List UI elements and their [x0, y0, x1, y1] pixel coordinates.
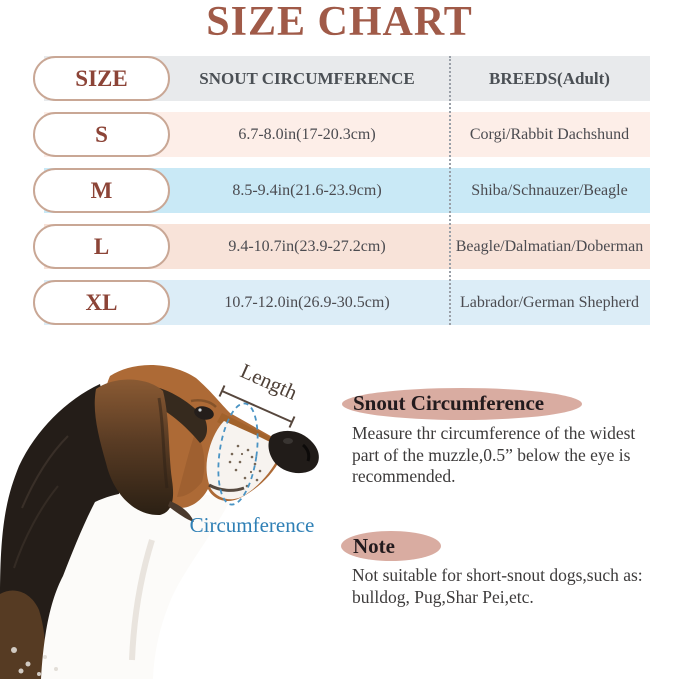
snout-section-body: Measure thr circumference of the widest …: [352, 423, 635, 488]
size-pill-l: L: [33, 224, 170, 269]
note-section-body: Not suitable for short-snout dogs,such a…: [352, 565, 643, 608]
circumference-ellipse: [217, 402, 259, 506]
breeds-value-s: Corgi/Rabbit Dachshund: [469, 125, 630, 143]
snout-section-heading: Snout Circumference: [353, 391, 545, 415]
table-row-s: S 6.7-8.0in(17-20.3cm) Corgi/Rabbit Dach…: [30, 112, 650, 157]
dog-nose: [268, 430, 319, 474]
size-table: SIZE SNOUT CIRCUMFERENCE BREEDS(Adult) S…: [30, 56, 650, 336]
breeds-value-xl: Labrador/German Shepherd: [459, 293, 640, 311]
dog-illustration: Length Circumference: [0, 359, 319, 679]
snout-body-line: part of the muzzle,0.5” below the eye is: [352, 444, 631, 465]
snout-body-line: Measure thr circumference of the widest: [352, 423, 636, 443]
size-column-header-pill: SIZE: [33, 56, 170, 101]
note-body-line: bulldog, Pug,Shar Pei,etc.: [352, 586, 534, 607]
note-heading-highlight: [341, 531, 441, 561]
breeds-value-m: Shiba/Schnauzer/Beagle: [471, 181, 628, 199]
snout-value-xl: 10.7-12.0in(26.9-30.5cm): [224, 293, 390, 311]
length-label: Length: [237, 359, 302, 405]
dog-ear: [94, 379, 174, 516]
snout-value-s: 6.7-8.0in(17-20.3cm): [238, 125, 376, 143]
column-divider-dotted-line: [449, 56, 451, 325]
breeds-column-header: BREEDS(Adult): [489, 68, 610, 88]
table-header-row: SIZE SNOUT CIRCUMFERENCE BREEDS(Adult): [30, 56, 650, 101]
snout-value-l: 9.4-10.7in(23.9-27.2cm): [228, 237, 386, 255]
note-section-heading: Note: [353, 534, 395, 558]
size-pill-xl: XL: [33, 280, 170, 325]
dog-body: [0, 384, 231, 679]
snout-value-m: 8.5-9.4in(21.6-23.9cm): [232, 181, 382, 199]
size-pill-m: M: [33, 168, 170, 213]
size-pill-s: S: [33, 112, 170, 157]
length-line: [221, 390, 293, 423]
dog-head: [94, 364, 319, 522]
snout-column-header: SNOUT CIRCUMFERENCE: [199, 68, 415, 88]
snout-heading-highlight: [342, 388, 582, 420]
note-body-line: Not suitable for short-snout dogs,such a…: [352, 565, 643, 585]
table-row-xl: XL 10.7-12.0in(26.9-30.5cm) Labrador/Ger…: [30, 280, 650, 325]
table-row-l: L 9.4-10.7in(23.9-27.2cm) Beagle/Dalmati…: [30, 224, 650, 269]
table-row-m: M 8.5-9.4in(21.6-23.9cm) Shiba/Schnauzer…: [30, 168, 650, 213]
length-measurement: [218, 385, 296, 428]
page-title: SIZE CHART: [206, 0, 473, 45]
dog-mouth: [208, 483, 245, 492]
dog-muzzle: [206, 421, 279, 500]
muzzle-speckles: [228, 444, 262, 488]
snout-body-line: recommended.: [352, 466, 456, 486]
breeds-value-l: Beagle/Dalmatian/Doberman: [455, 237, 644, 255]
circumference-label: Circumference: [190, 513, 315, 537]
